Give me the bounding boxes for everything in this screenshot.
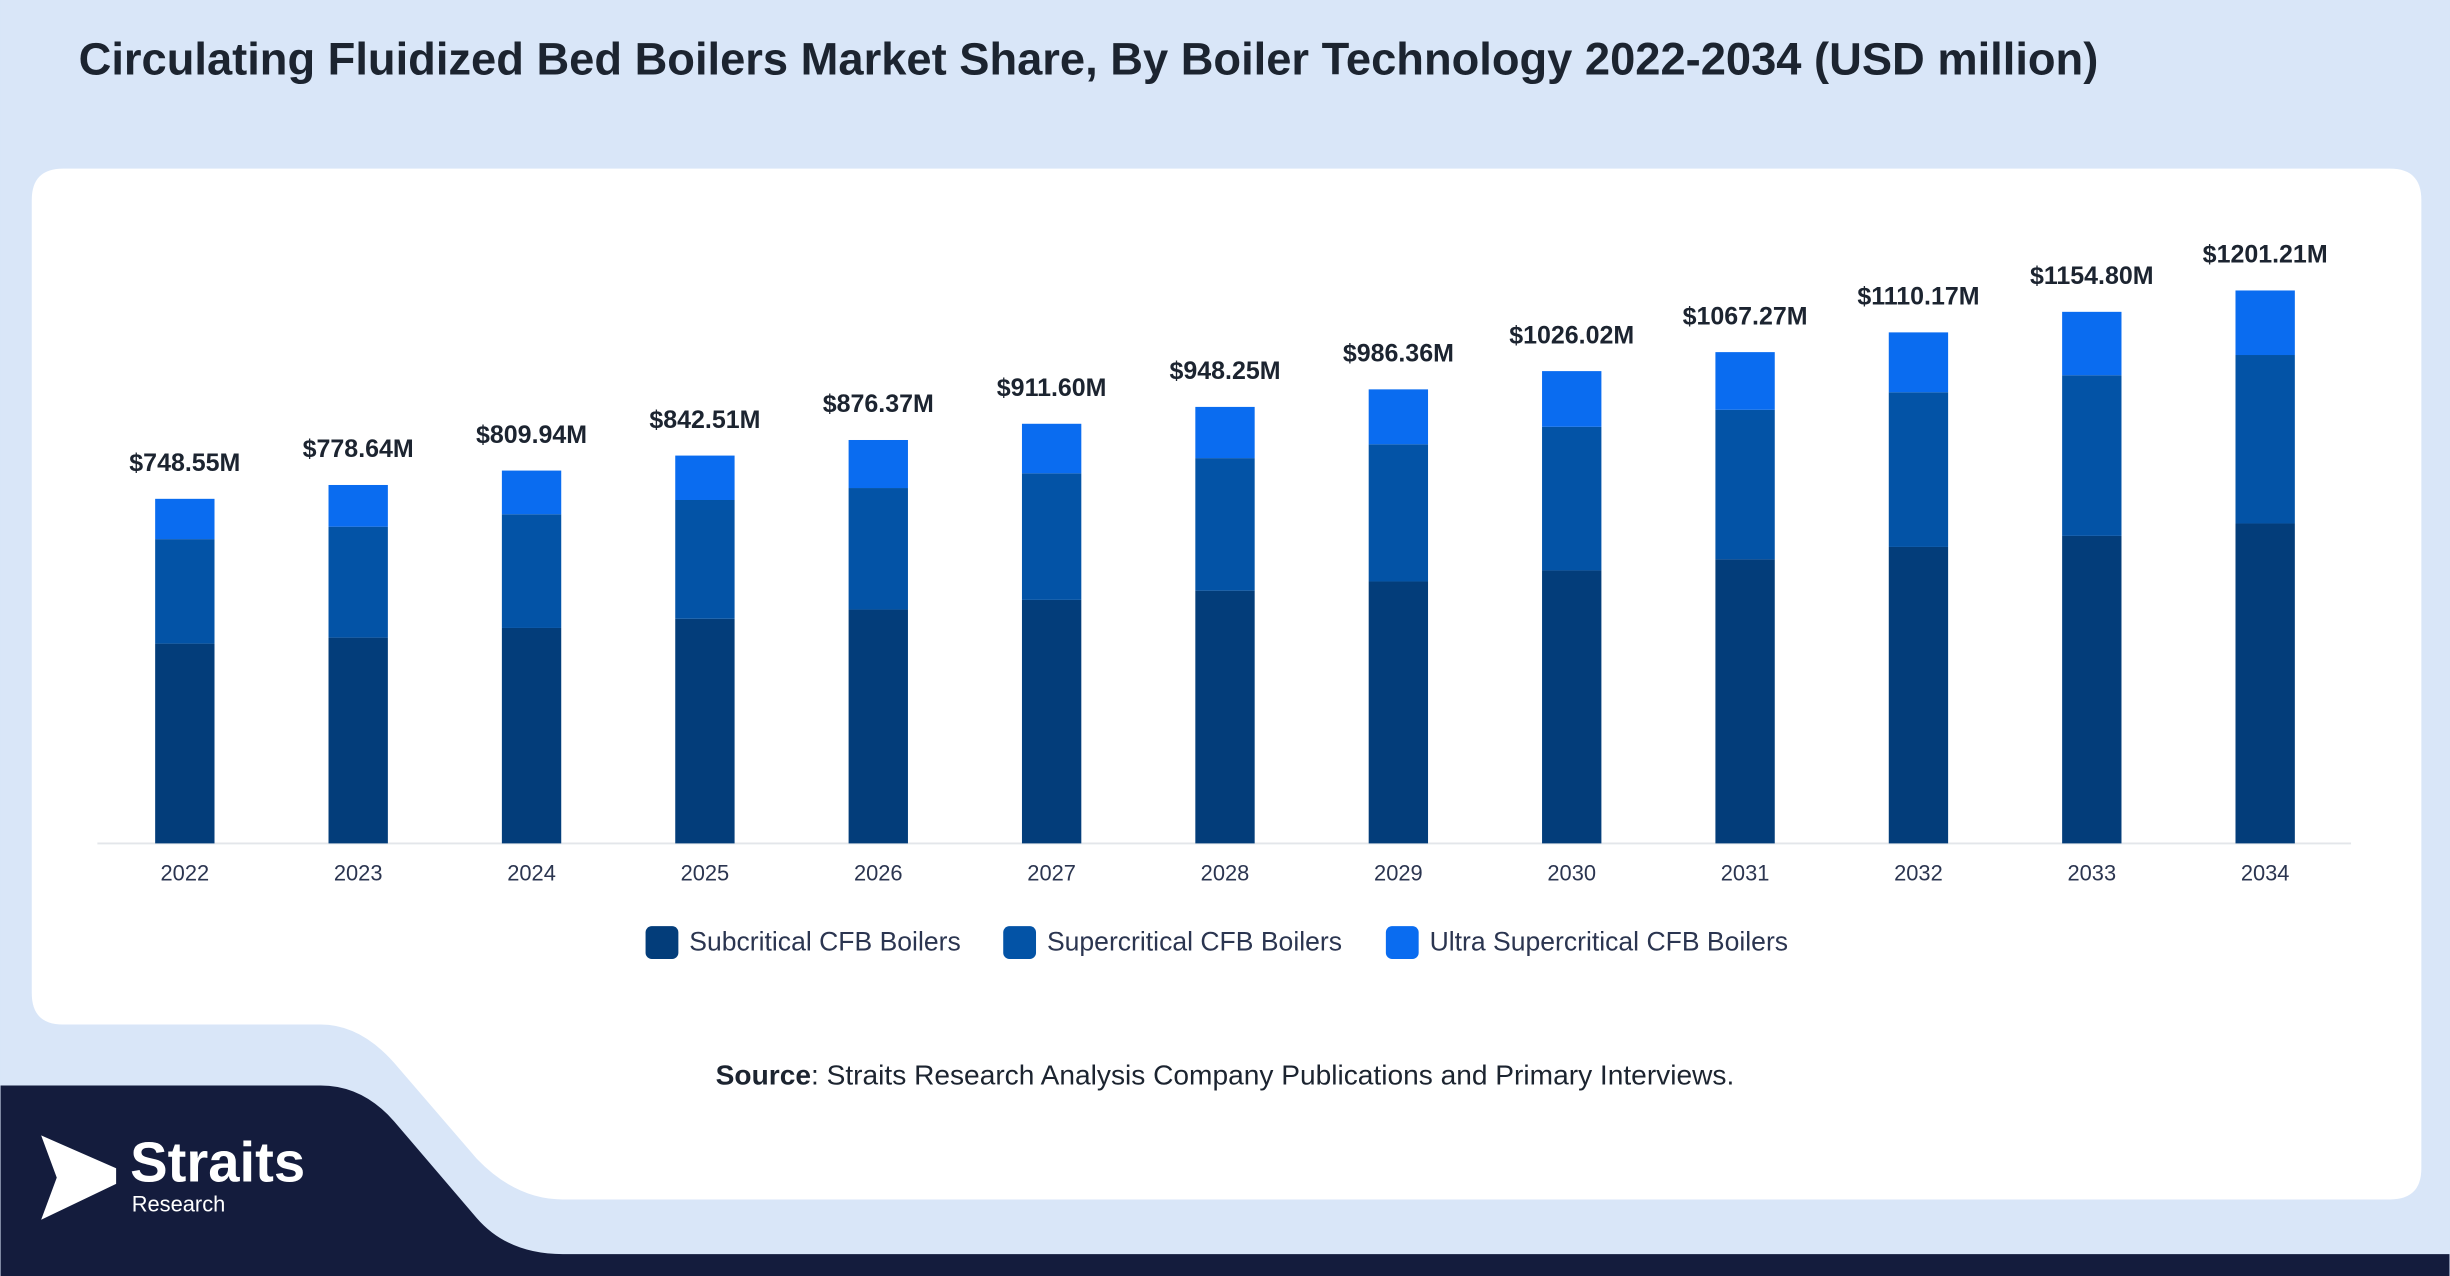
source: Source: Straits Research Analysis Compan…	[716, 1060, 1735, 1091]
bar-segment	[328, 526, 388, 638]
x-tick-label: 2023	[334, 860, 383, 885]
bar-segment	[1542, 570, 1602, 844]
x-tick-label: 2033	[2067, 860, 2116, 885]
bar-segment	[2062, 375, 2122, 536]
bar-segment	[1715, 352, 1775, 410]
x-tick-label: 2029	[1374, 860, 1423, 885]
bar-segment	[848, 488, 908, 610]
legend-swatch	[645, 926, 679, 959]
logo-icon	[41, 1135, 117, 1220]
x-tick-label: 2031	[1721, 860, 1770, 885]
x-tick-label: 2028	[1201, 860, 1250, 885]
logo-name: Straits	[130, 1131, 305, 1194]
bar-segment	[848, 439, 908, 489]
bar-segment	[155, 539, 215, 644]
footer-band	[0, 1085, 2450, 1276]
total-label: $986.36M	[1343, 340, 1454, 368]
legend-label: Supercritical CFB Boilers	[1047, 926, 1342, 956]
bar-segment	[1715, 409, 1775, 560]
bar-segment	[848, 609, 908, 844]
legend-swatch	[1003, 926, 1037, 959]
total-label: $1067.27M	[1683, 302, 1808, 330]
x-tick-label: 2022	[161, 860, 210, 885]
x-tick-label: 2025	[681, 860, 730, 885]
bar-segment	[328, 484, 388, 527]
x-tick-label: 2027	[1027, 860, 1076, 885]
bar-segment	[501, 627, 562, 844]
total-label: $778.64M	[303, 435, 414, 463]
bar-segment	[1888, 392, 1949, 547]
bar-segment	[2235, 523, 2295, 844]
total-label: $809.94M	[476, 421, 587, 449]
logo-sub: Research	[132, 1191, 226, 1216]
total-label: $911.60M	[997, 374, 1107, 402]
bar-segment	[1542, 426, 1602, 571]
x-tick-label: 2030	[1547, 860, 1596, 885]
x-tick-label: 2026	[854, 860, 903, 885]
bar-segment	[2062, 311, 2122, 376]
legend-swatch	[1385, 926, 1419, 959]
bar-segment	[2062, 535, 2122, 844]
x-tick-label: 2024	[507, 860, 556, 885]
x-tick-label: 2032	[1894, 860, 1943, 885]
bar-segment	[1195, 458, 1255, 591]
bar-segment	[1021, 599, 1082, 844]
chart-title: Circulating Fluidized Bed Boilers Market…	[79, 33, 2099, 84]
legend-label: Ultra Supercritical CFB Boilers	[1430, 926, 1788, 956]
bar-segment	[1195, 406, 1255, 459]
bar-segment	[2235, 290, 2295, 356]
bar-segment	[1195, 590, 1255, 844]
source-label: Source	[716, 1060, 811, 1091]
bar-segment	[1888, 332, 1949, 393]
total-label: $1110.17M	[1857, 283, 1979, 311]
bar-segment	[675, 500, 735, 619]
bar-segment	[675, 618, 735, 844]
legend-label: Subcritical CFB Boilers	[689, 926, 960, 956]
source-text: : Straits Research Analysis Company Publ…	[811, 1060, 1734, 1091]
bar-segment	[501, 514, 562, 628]
bar-segment	[2235, 355, 2295, 524]
total-label: $876.37M	[823, 390, 934, 418]
bar-segment	[1368, 581, 1429, 844]
bar-segment	[675, 455, 735, 501]
bar-segment	[1542, 371, 1602, 427]
total-label: $748.55M	[129, 449, 240, 477]
bar-segment	[1021, 423, 1082, 474]
bar-segment	[1715, 559, 1775, 844]
x-tick-label: 2034	[2241, 860, 2290, 885]
total-label: $842.51M	[649, 406, 760, 434]
bar-segment	[1368, 389, 1429, 445]
bar-segment	[1021, 473, 1082, 600]
bar-segment	[1888, 546, 1949, 844]
bar-segment	[155, 498, 215, 540]
total-label: $1026.02M	[1509, 321, 1634, 349]
total-label: $1154.80M	[2030, 262, 2154, 290]
bar-segment	[328, 637, 388, 844]
total-label: $948.25M	[1169, 357, 1280, 385]
bar-segment	[501, 470, 562, 515]
bar-segment	[155, 643, 215, 844]
bar-segment	[1368, 444, 1429, 582]
total-label: $1201.21M	[2203, 241, 2328, 269]
